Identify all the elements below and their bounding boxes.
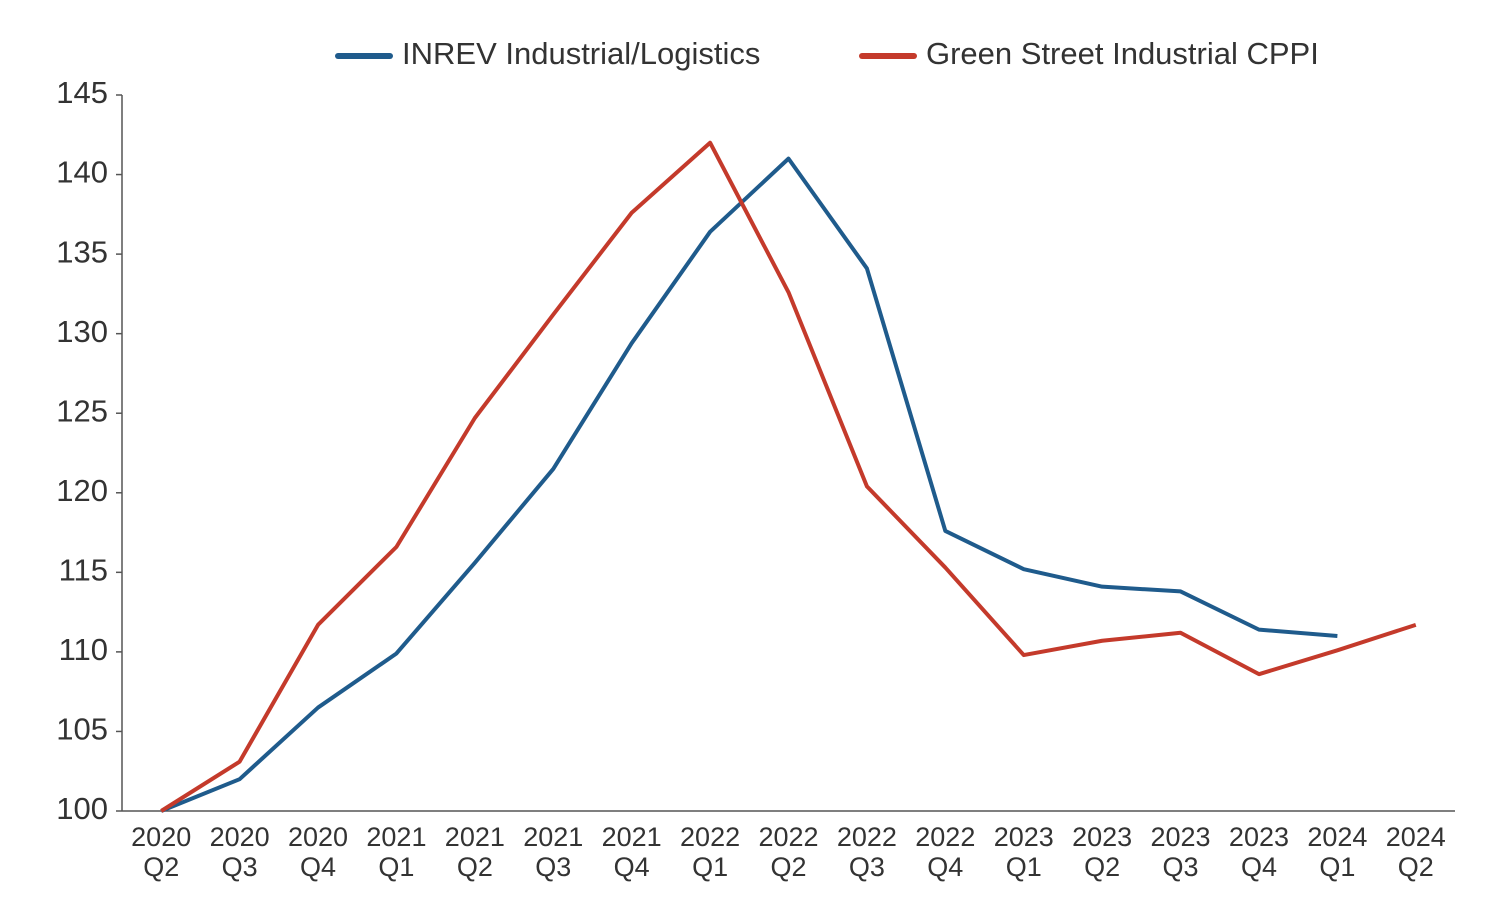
y-tick-label: 135 (56, 234, 108, 269)
x-tick-label: 2021 Q2 (444, 822, 505, 882)
x-tick-label: 2023 Q1 (993, 822, 1054, 882)
x-tick-label: 2020 Q3 (209, 822, 270, 882)
x-tick-label: 2023 Q4 (1228, 822, 1289, 882)
x-tick-label: 2023 Q3 (1150, 822, 1211, 882)
x-tick-label: 2021 Q1 (366, 822, 427, 882)
legend-label: Green Street Industrial CPPI (926, 36, 1319, 71)
x-tick-label: 2021 Q4 (601, 822, 662, 882)
y-tick-label: 140 (56, 155, 108, 190)
x-tick-label: 2020 Q2 (131, 822, 192, 882)
x-tick-label: 2021 Q3 (523, 822, 584, 882)
x-tick-label: 2020 Q4 (287, 822, 349, 882)
series-line (160, 140, 1417, 813)
y-tick-label: 105 (56, 712, 108, 747)
legend-label: INREV Industrial/Logistics (402, 36, 760, 71)
y-tick-label: 145 (56, 75, 108, 110)
x-tick-label: 2023 Q2 (1072, 822, 1133, 882)
y-tick-label: 125 (56, 393, 108, 428)
y-tick-label: 100 (56, 791, 108, 826)
y-tick-label: 110 (59, 632, 108, 667)
series-line (160, 156, 1338, 813)
y-tick-label: 115 (59, 553, 108, 588)
y-tick-label: 120 (56, 473, 108, 508)
x-tick-label: 2024 Q1 (1307, 822, 1368, 882)
x-tick-label: 2022 Q2 (758, 822, 819, 882)
x-tick-label: 2022 Q4 (915, 822, 976, 882)
x-tick-label: 2022 Q1 (680, 822, 741, 882)
x-tick-label: 2024 Q2 (1385, 822, 1446, 882)
x-tick-label: 2022 Q3 (836, 822, 897, 882)
y-tick-label: 130 (56, 314, 108, 349)
